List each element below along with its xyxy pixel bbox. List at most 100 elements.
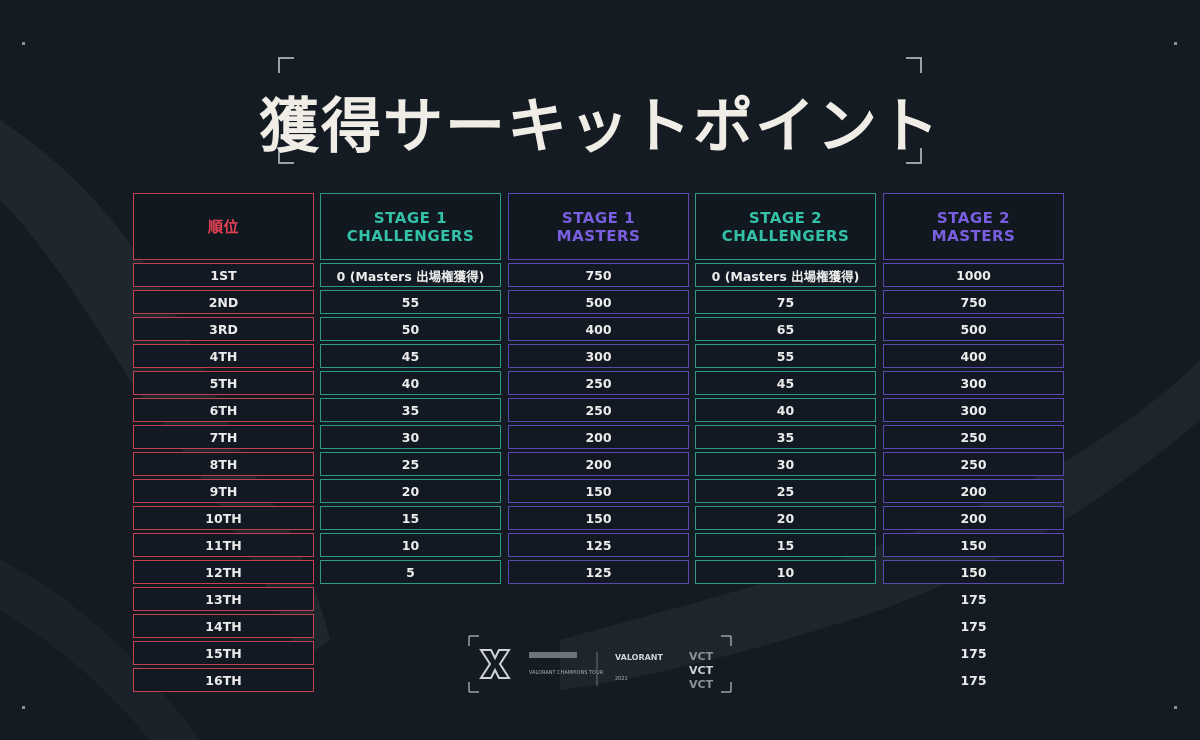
valorant-logo: VALORANT bbox=[615, 653, 664, 662]
table-cell: 11TH bbox=[133, 533, 314, 557]
table-cell: 30 bbox=[695, 452, 876, 476]
column-header-line: CHALLENGERS bbox=[346, 226, 475, 245]
table-cell: 10TH bbox=[133, 506, 314, 530]
frame-dot bbox=[1174, 706, 1177, 709]
table-cell: 55 bbox=[695, 344, 876, 368]
table-cell: 200 bbox=[508, 452, 689, 476]
column-2: STAGE 1 MASTERS 750 500 400 300 250 250 200 200 15… bbox=[508, 193, 689, 584]
vct-text: VALORANT CHAMPIONS TOUR bbox=[529, 670, 604, 676]
table-cell: 20 bbox=[695, 506, 876, 530]
table-cell: 40 bbox=[695, 398, 876, 422]
table-cell: 10 bbox=[320, 533, 501, 557]
year-text: 2021 bbox=[615, 676, 628, 682]
table-cell: 45 bbox=[320, 344, 501, 368]
table-cell-unboxed: 175 bbox=[960, 672, 987, 688]
table-cell-unboxed: 175 bbox=[960, 645, 987, 661]
table-cell: 15TH bbox=[133, 641, 314, 665]
column-header-line: STAGE 1 bbox=[373, 208, 448, 227]
table-cell: 15 bbox=[320, 506, 501, 530]
table-cell: 500 bbox=[883, 317, 1064, 341]
table-cell: 75 bbox=[695, 290, 876, 314]
table-cell: 150 bbox=[883, 533, 1064, 557]
table-cell: 50 bbox=[320, 317, 501, 341]
table-cell: 250 bbox=[883, 452, 1064, 476]
column-header-line: CHALLENGERS bbox=[721, 226, 850, 245]
table-cell: 0 (Masters 出場権獲得) bbox=[320, 263, 501, 287]
table-cell: 3RD bbox=[133, 317, 314, 341]
table-cell: 2ND bbox=[133, 290, 314, 314]
table-cell: 150 bbox=[508, 506, 689, 530]
table-cell: 200 bbox=[508, 425, 689, 449]
table-cell: 7TH bbox=[133, 425, 314, 449]
table-cell: 25 bbox=[695, 479, 876, 503]
column-header: 順位 bbox=[133, 193, 314, 260]
table-cell: 0 (Masters 出場権獲得) bbox=[695, 263, 876, 287]
column-header-line: MASTERS bbox=[556, 226, 641, 245]
table-cell: 400 bbox=[508, 317, 689, 341]
table-cell: 13TH bbox=[133, 587, 314, 611]
column-3: STAGE 2 CHALLENGERS 0 (Masters 出場権獲得) 75 65 5… bbox=[695, 193, 876, 584]
table-cell: 1ST bbox=[133, 263, 314, 287]
column-1: STAGE 1 CHALLENGERS 0 (Masters 出場権獲得) 55 50 4… bbox=[320, 193, 501, 584]
table-cell: 125 bbox=[508, 560, 689, 584]
table-cell: 25 bbox=[320, 452, 501, 476]
frame-dot bbox=[22, 42, 25, 45]
page-title: 獲得サーキットポイント bbox=[259, 92, 941, 162]
title-corner-bl bbox=[278, 148, 294, 164]
table-cell: 8TH bbox=[133, 452, 314, 476]
vct-stack-2: VCT bbox=[689, 664, 714, 677]
table-cell: 9TH bbox=[133, 479, 314, 503]
table-cell: 12TH bbox=[133, 560, 314, 584]
table-cell: 300 bbox=[508, 344, 689, 368]
column-header-line: 順位 bbox=[207, 217, 239, 236]
table-cell: 300 bbox=[883, 398, 1064, 422]
table-cell: 125 bbox=[508, 533, 689, 557]
table-cell: 16TH bbox=[133, 668, 314, 692]
table-cell: 250 bbox=[508, 398, 689, 422]
table-cell: 400 bbox=[883, 344, 1064, 368]
frame-dot bbox=[1174, 42, 1177, 45]
table-cell: 10 bbox=[695, 560, 876, 584]
table-cell: 30 bbox=[320, 425, 501, 449]
column-header: STAGE 1 CHALLENGERS bbox=[320, 193, 501, 260]
table-cell: 5TH bbox=[133, 371, 314, 395]
table-cell: 300 bbox=[883, 371, 1064, 395]
table-cell: 750 bbox=[883, 290, 1064, 314]
table-cell: 6TH bbox=[133, 398, 314, 422]
column-header-line: STAGE 1 bbox=[561, 208, 636, 227]
column-header-line: MASTERS bbox=[931, 226, 1016, 245]
table-cell: 15 bbox=[695, 533, 876, 557]
column-4: STAGE 2 MASTERS 1000 750 500 400 300 300 250 250 2… bbox=[883, 193, 1064, 692]
title-corner-tr bbox=[906, 57, 922, 73]
table-cell: 750 bbox=[508, 263, 689, 287]
column-0: 順位 1ST 2ND 3RD 4TH 5TH 6TH 7TH 8TH 9TH 10TH 11TH 12T… bbox=[133, 193, 314, 692]
column-header: STAGE 2 MASTERS bbox=[883, 193, 1064, 260]
table-cell: 200 bbox=[883, 479, 1064, 503]
column-header: STAGE 2 CHALLENGERS bbox=[695, 193, 876, 260]
table-cell: 20 bbox=[320, 479, 501, 503]
title-corner-tl bbox=[278, 57, 294, 73]
title-corner-br bbox=[906, 148, 922, 164]
column-header-line: STAGE 2 bbox=[748, 208, 823, 227]
table-cell: 1000 bbox=[883, 263, 1064, 287]
table-cell: 150 bbox=[883, 560, 1064, 584]
table-cell-unboxed: 175 bbox=[960, 618, 987, 634]
frame-dot bbox=[22, 706, 25, 709]
vct-stack-3: VCT bbox=[689, 678, 714, 691]
table-cell: 500 bbox=[508, 290, 689, 314]
vct-stack-1: VCT bbox=[689, 650, 714, 663]
column-header-line: STAGE 2 bbox=[936, 208, 1011, 227]
table-cell: 5 bbox=[320, 560, 501, 584]
table-cell: 200 bbox=[883, 506, 1064, 530]
table-cell: 35 bbox=[695, 425, 876, 449]
table-cell: 250 bbox=[508, 371, 689, 395]
table-cell: 14TH bbox=[133, 614, 314, 638]
footer-logos: VALORANT CHAMPIONS TOUR VALORANT 2021 VC… bbox=[468, 635, 732, 693]
table-cell: 250 bbox=[883, 425, 1064, 449]
table-cell: 40 bbox=[320, 371, 501, 395]
column-header: STAGE 1 MASTERS bbox=[508, 193, 689, 260]
table-cell: 65 bbox=[695, 317, 876, 341]
table-cell: 55 bbox=[320, 290, 501, 314]
table-cell: 45 bbox=[695, 371, 876, 395]
table-cell: 35 bbox=[320, 398, 501, 422]
